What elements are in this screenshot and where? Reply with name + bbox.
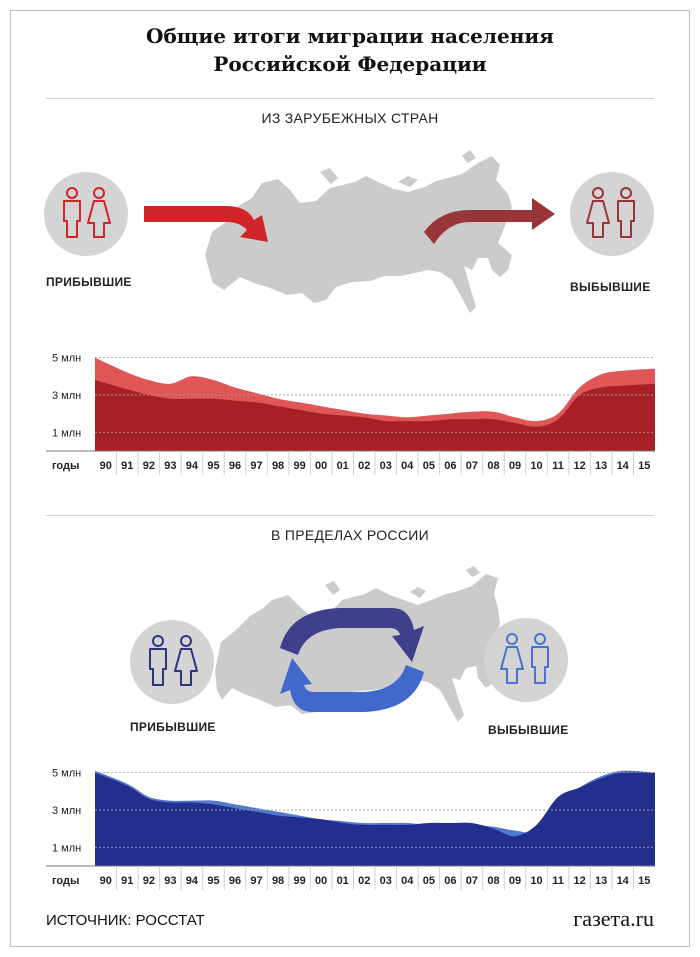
abroad-chart-x-tick-label: 00 — [315, 460, 327, 472]
departures-icon — [570, 172, 654, 256]
abroad-chart-x-tick-label: 03 — [380, 460, 392, 472]
chart-domestic: 5 млн 3 млн 1 млн годы 90 91 92 93 94 95 96 97 98 99 0… — [46, 768, 655, 890]
domestic-chart-x-tick-label: 11 — [552, 875, 564, 887]
domestic-chart-x-tick-label: 04 — [401, 875, 414, 887]
domestic-chart-x-tick-label: 93 — [164, 875, 176, 887]
abroad-chart-x-tick-label: 94 — [186, 460, 199, 472]
abroad-chart-x-axis-label: годы — [52, 460, 79, 472]
divider-middle — [46, 515, 654, 516]
abroad-chart-x-tick-label: 02 — [358, 460, 370, 472]
domestic-chart-x-tick-label: 95 — [207, 875, 219, 887]
chart-abroad: 5 млн 3 млн 1 млн годы 90 91 92 93 94 95 96 97 98 99 0… — [46, 353, 655, 475]
domestic-chart-x-tick-label: 94 — [186, 875, 199, 887]
abroad-chart-x-tick-label: 10 — [530, 460, 542, 472]
domestic-illustration — [130, 566, 568, 722]
abroad-chart-x-tick-label: 93 — [164, 460, 176, 472]
domestic-chart-x-tick-label: 97 — [250, 875, 262, 887]
domestic-chart-x-tick-label: 99 — [293, 875, 305, 887]
domestic-chart-y-tick-label: 3 млн — [52, 805, 81, 817]
abroad-illustration — [44, 150, 654, 313]
section-title-domestic: В ПРЕДЕЛАХ РОССИИ — [271, 527, 429, 543]
source-note: ИСТОЧНИК: РОССТАТ — [46, 912, 205, 929]
domestic-chart-x-tick-label: 98 — [272, 875, 284, 887]
abroad-chart-x-tick-label: 13 — [595, 460, 607, 472]
abroad-chart-x-tick-label: 91 — [121, 460, 133, 472]
abroad-chart-x-tick-label: 04 — [401, 460, 414, 472]
domestic-chart-x-tick-label: 90 — [100, 875, 112, 887]
domestic-chart-x-tick-label: 10 — [530, 875, 542, 887]
domestic-chart-x-tick-label: 92 — [143, 875, 155, 887]
abroad-chart-x-tick-label: 90 — [100, 460, 112, 472]
brand-logo: газета.ru — [573, 906, 654, 931]
arrivals-label-abroad: ПРИБЫВШИЕ — [46, 275, 132, 289]
abroad-chart-y-tick-label: 1 млн — [52, 427, 81, 439]
divider-top — [46, 98, 654, 99]
domestic-chart-series-2-area — [95, 772, 655, 866]
arrow-in — [144, 206, 268, 242]
domestic-chart-x-tick-label: 96 — [229, 875, 241, 887]
domestic-chart-x-tick-label: 12 — [573, 875, 585, 887]
abroad-chart-y-tick-label: 3 млн — [52, 390, 81, 402]
domestic-chart-x-tick-label: 08 — [487, 875, 499, 887]
departures-label-abroad: ВЫБЫВШИЕ — [570, 280, 651, 294]
domestic-chart-x-tick-label: 91 — [121, 875, 133, 887]
abroad-chart-x-tick-label: 95 — [207, 460, 219, 472]
russia-map — [205, 150, 512, 313]
domestic-chart-x-tick-label: 15 — [638, 875, 650, 887]
abroad-chart-x-tick-label: 11 — [552, 460, 564, 472]
section-title-abroad: ИЗ ЗАРУБЕЖНЫХ СТРАН — [261, 110, 439, 126]
abroad-chart-x-tick-label: 12 — [573, 460, 585, 472]
arrivals-label-domestic: ПРИБЫВШИЕ — [130, 720, 216, 734]
page-title: Общие итоги миграции населения Российско… — [0, 22, 700, 78]
domestic-chart-x-tick-label: 14 — [617, 875, 630, 887]
cycle-arrows — [280, 608, 424, 712]
arrivals-icon — [130, 620, 214, 704]
domestic-chart-x-tick-label: 02 — [358, 875, 370, 887]
domestic-chart-x-tick-label: 01 — [337, 875, 349, 887]
abroad-chart-x-tick-label: 99 — [293, 460, 305, 472]
domestic-chart-x-tick-label: 07 — [466, 875, 478, 887]
title-line-1: Общие итоги миграции населения — [146, 24, 554, 48]
abroad-chart-x-tick-label: 97 — [250, 460, 262, 472]
abroad-chart-x-tick-label: 08 — [487, 460, 499, 472]
domestic-chart-x-tick-label: 06 — [444, 875, 456, 887]
domestic-chart-x-tick-label: 09 — [509, 875, 521, 887]
departures-icon — [484, 618, 568, 702]
arrow-out — [424, 198, 555, 244]
title-line-2: Российской Федерации — [213, 52, 487, 76]
abroad-chart-x-tick-label: 09 — [509, 460, 521, 472]
abroad-chart-y-tick-label: 5 млн — [52, 353, 81, 365]
domestic-chart-x-tick-label: 00 — [315, 875, 327, 887]
abroad-chart-series-2-area — [95, 380, 655, 451]
abroad-chart-x-tick-label: 14 — [617, 460, 630, 472]
domestic-chart-y-tick-label: 5 млн — [52, 768, 81, 780]
domestic-chart-y-tick-label: 1 млн — [52, 842, 81, 854]
abroad-chart-x-tick-label: 05 — [423, 460, 435, 472]
abroad-chart-x-tick-label: 96 — [229, 460, 241, 472]
domestic-chart-x-axis-label: годы — [52, 875, 79, 887]
abroad-chart-x-tick-label: 01 — [337, 460, 349, 472]
domestic-chart-x-tick-label: 05 — [423, 875, 435, 887]
abroad-chart-x-tick-label: 98 — [272, 460, 284, 472]
departures-label-domestic: ВЫБЫВШИЕ — [488, 723, 569, 737]
abroad-chart-x-tick-label: 92 — [143, 460, 155, 472]
arrivals-icon — [44, 172, 128, 256]
abroad-chart-x-tick-label: 15 — [638, 460, 650, 472]
abroad-chart-x-tick-label: 07 — [466, 460, 478, 472]
abroad-chart-x-tick-label: 06 — [444, 460, 456, 472]
domestic-chart-x-tick-label: 03 — [380, 875, 392, 887]
domestic-chart-x-tick-label: 13 — [595, 875, 607, 887]
